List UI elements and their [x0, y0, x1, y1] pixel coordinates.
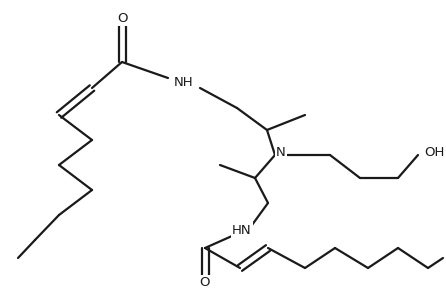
Text: O: O	[117, 11, 127, 25]
Text: O: O	[200, 277, 210, 289]
Text: HN: HN	[232, 224, 252, 236]
Text: N: N	[276, 146, 286, 159]
Text: OH: OH	[424, 146, 444, 159]
Text: NH: NH	[174, 76, 194, 88]
